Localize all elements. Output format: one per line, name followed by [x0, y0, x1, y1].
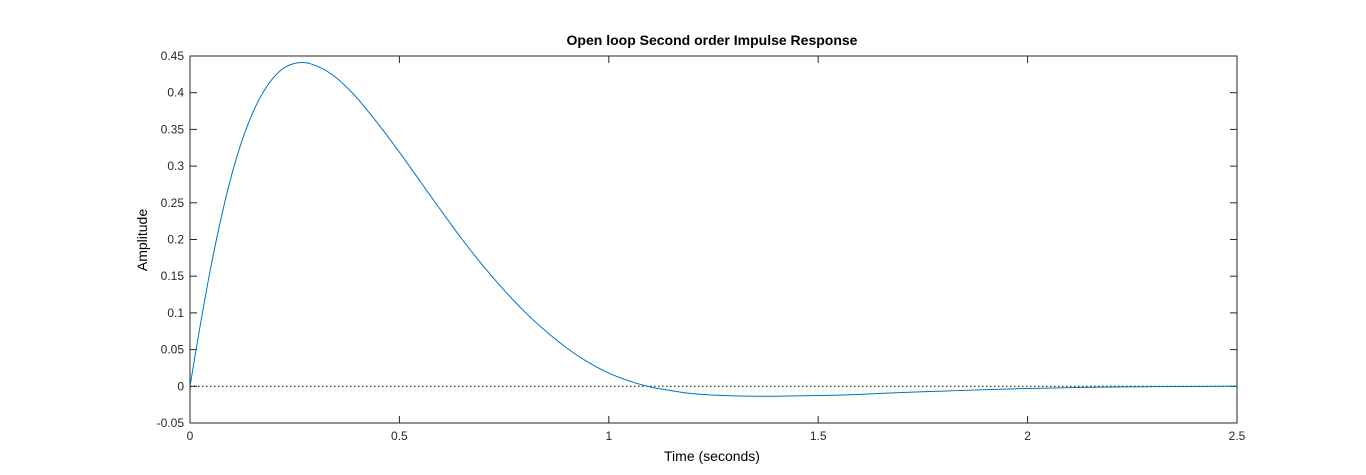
y-tick-label: 0.4 [167, 86, 184, 100]
y-tick-label: 0.25 [161, 196, 185, 210]
chart-title: Open loop Second order Impulse Response [567, 32, 858, 48]
y-tick-label: -0.05 [157, 416, 185, 430]
y-tick-label: 0.35 [161, 122, 185, 136]
x-tick-label: 1 [605, 429, 612, 443]
x-tick-label: 2.5 [1229, 429, 1246, 443]
x-tick-label: 0 [187, 429, 194, 443]
y-tick-label: 0.45 [161, 49, 185, 63]
y-tick-label: 0.15 [161, 269, 185, 283]
plot-area: 0 0.5 1 1.5 2 2.5 -0.0500.050.10.150.20.250.3… [157, 49, 1246, 443]
y-tick-label: 0.3 [167, 159, 184, 173]
x-tick-label: 0.5 [391, 429, 408, 443]
x-tick-label: 2 [1024, 429, 1031, 443]
x-axis-title: Time (seconds) [664, 448, 760, 464]
y-tick-label: 0 [177, 379, 184, 393]
x-tick-label: 1.5 [810, 429, 827, 443]
impulse-response-series-line [189, 61, 1238, 397]
y-tick-label: 0.1 [167, 306, 184, 320]
y-tick-label: 0.2 [167, 233, 184, 247]
axes-box [189, 55, 1238, 424]
y-tick-label: 0.05 [161, 343, 185, 357]
y-axis-title: Amplitude [134, 209, 150, 271]
x-axis-ticks: 0 0.5 1 1.5 2 2.5 [187, 56, 1246, 443]
